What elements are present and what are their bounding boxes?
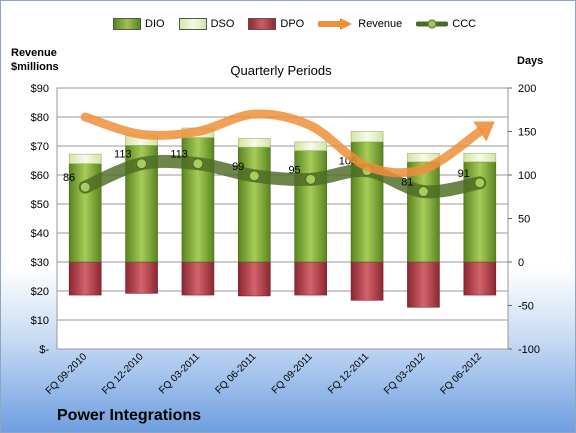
ccc-point xyxy=(79,181,91,193)
bar-dpo xyxy=(68,261,102,296)
legend: DIO DSO DPO Revenue CCC xyxy=(113,16,490,32)
ccc-data-label: 99 xyxy=(232,161,244,173)
x-tick-label: FQ 12-2010 xyxy=(100,351,146,397)
left-tick-label: $40 xyxy=(31,228,49,240)
right-tick-label: -100 xyxy=(518,344,540,356)
bar-dso xyxy=(463,152,497,163)
left-tick-label: $50 xyxy=(31,199,49,211)
right-tick-label: -50 xyxy=(518,301,534,313)
ccc-data-label: 113 xyxy=(170,149,188,161)
left-tick-label: $20 xyxy=(31,286,49,298)
company-name: Power Integrations xyxy=(57,407,202,424)
plot-title: Quarterly Periods xyxy=(230,63,332,78)
legend-item-dso: DSO xyxy=(178,18,235,30)
bar-dpo xyxy=(238,261,271,297)
legend-label-dio: DIO xyxy=(145,18,165,30)
bar-dso xyxy=(350,131,384,143)
x-tick-label: FQ 03-2011 xyxy=(157,351,202,396)
left-tick-label: $10 xyxy=(31,315,49,327)
right-tick-label: 100 xyxy=(518,170,536,182)
left-axis-title: Revenue $millions xyxy=(11,47,59,73)
ccc-point xyxy=(417,186,429,198)
x-tick-label: FQ 06-2012 xyxy=(438,351,484,397)
left-tick-label: $60 xyxy=(31,170,49,182)
bar-dpo xyxy=(181,261,215,296)
bar-dpo xyxy=(294,261,327,296)
x-tick-label: FQ 03-2012 xyxy=(382,351,428,397)
bar-dpo xyxy=(125,261,158,294)
x-tick-label: FQ 09-2011 xyxy=(270,351,315,396)
bar-dso xyxy=(238,138,271,148)
legend-swatch-ccc xyxy=(416,19,449,29)
bar-dpo xyxy=(463,261,497,296)
ccc-data-label: 113 xyxy=(114,149,132,161)
bar-dio xyxy=(238,146,271,263)
left-tick-label: $70 xyxy=(31,141,49,153)
bar-dso xyxy=(68,153,102,164)
x-tick-label: FQ 12-2011 xyxy=(326,351,371,396)
legend-item-ccc: CCC xyxy=(416,17,476,31)
revenue-arrowhead xyxy=(473,121,495,142)
right-tick-label: 200 xyxy=(518,83,536,95)
left-tick-label: $90 xyxy=(31,83,49,95)
ccc-data-label: 91 xyxy=(458,168,470,180)
legend-item-revenue: Revenue xyxy=(318,17,402,31)
left-tick-label: $- xyxy=(39,344,49,356)
legend-label-ccc: CCC xyxy=(452,18,477,30)
legend-label-dpo: DPO xyxy=(280,18,305,30)
x-tick-label: FQ 06-2011 xyxy=(213,351,258,396)
bar-dso xyxy=(294,141,327,151)
left-tick-label: $30 xyxy=(31,257,49,269)
ccc-data-label: 95 xyxy=(288,164,300,176)
bar-dpo xyxy=(407,261,440,308)
legend-item-dio: DIO xyxy=(113,18,165,30)
legend-label-dso: DSO xyxy=(210,18,235,30)
ccc-data-label: 86 xyxy=(63,172,75,184)
legend-label-revenue: Revenue xyxy=(358,18,403,30)
x-tick-label: FQ 09-2010 xyxy=(44,351,90,397)
legend-item-dpo: DPO xyxy=(248,18,304,30)
right-axis-title: Days xyxy=(517,55,544,67)
legend-swatch-dio xyxy=(113,18,141,30)
right-tick-label: 50 xyxy=(518,214,530,226)
legend-swatch-dpo xyxy=(248,18,277,30)
revenue-line xyxy=(80,109,485,178)
ccc-point xyxy=(136,158,148,170)
ccc-data-label: 81 xyxy=(401,177,413,189)
ccc-point xyxy=(248,170,260,182)
legend-swatch-dso xyxy=(178,18,207,30)
ccc-point xyxy=(192,158,204,170)
right-tick-label: 0 xyxy=(518,257,524,269)
bar-dpo xyxy=(350,261,384,301)
ccc-point xyxy=(305,173,317,185)
left-tick-label: $80 xyxy=(31,112,49,124)
bar-dio xyxy=(294,150,327,263)
right-tick-label: 150 xyxy=(518,127,536,139)
legend-swatch-revenue xyxy=(318,18,353,30)
ccc-point xyxy=(474,177,486,189)
